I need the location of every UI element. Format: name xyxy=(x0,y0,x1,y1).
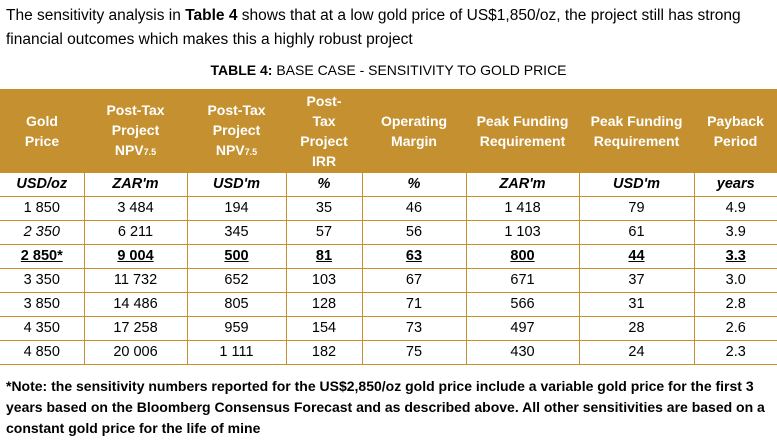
table-label: TABLE 4: xyxy=(210,62,273,78)
table-cell: 2 850* xyxy=(0,244,85,269)
table-cell: 497 xyxy=(465,316,580,341)
table-cell: 3 484 xyxy=(83,196,188,221)
units-row: USD/oz ZAR'm USD'm%% ZAR'm USD'm years xyxy=(0,172,777,197)
table-cell: 182 xyxy=(285,340,363,365)
column-header: Payback Period xyxy=(694,89,777,173)
table-cell: 959 xyxy=(186,316,287,341)
intro-paragraph: The sensitivity analysis in Table 4 show… xyxy=(6,4,776,52)
table-title: TABLE 4: BASE CASE - SENSITIVITY TO GOLD… xyxy=(0,60,777,80)
table-cell: 671 xyxy=(465,268,580,293)
table-cell: 61 xyxy=(578,220,695,245)
table-cell: 3 350 xyxy=(0,268,85,293)
column-header: Post-Tax Project NPV7.5 xyxy=(187,89,286,173)
table-cell: 17 258 xyxy=(83,316,188,341)
table-cell: 37 xyxy=(578,268,695,293)
table-row: 2 350 6 211 345 57 56 1 103 61 3.9 xyxy=(0,220,777,245)
table-cell: 652 xyxy=(186,268,287,293)
table-cell: 71 xyxy=(361,292,467,317)
column-header: Operating Margin xyxy=(362,89,466,173)
base-case-row: 2 850* 9 004 500 81 63 800 44 3.3 xyxy=(0,244,777,269)
table-row: 3 850 14 486 805 128 71 566 31 2.8 xyxy=(0,292,777,317)
table-row: 1 850 3 484 194 35 46 1 418 79 4.9 xyxy=(0,196,777,221)
table-cell: 800 xyxy=(465,244,580,269)
table-cell: 11 732 xyxy=(83,268,188,293)
column-header: Post- Tax Project IRR xyxy=(286,89,362,173)
table-caption: BASE CASE - SENSITIVITY TO GOLD PRICE xyxy=(272,62,567,78)
table-cell: 3 850 xyxy=(0,292,85,317)
table-cell: 63 xyxy=(361,244,467,269)
table-cell: 1 850 xyxy=(0,196,85,221)
table-cell: 2.6 xyxy=(693,316,777,341)
table-row: 4 850 20 006 1 111 182 75 430 24 2.3 xyxy=(0,340,777,365)
header-row: Gold Price Post-Tax Project NPV7.5 Post-Tax Pr… xyxy=(0,89,777,173)
footnote: *Note: the sensitivity numbers reported … xyxy=(6,378,765,436)
table-cell: USD'm xyxy=(186,172,287,197)
table-cell: 3.3 xyxy=(693,244,777,269)
table-cell: 57 xyxy=(285,220,363,245)
column-header: Gold Price xyxy=(0,89,84,173)
table-cell: 128 xyxy=(285,292,363,317)
table-cell: 3.9 xyxy=(693,220,777,245)
table-cell: 75 xyxy=(361,340,467,365)
table-cell: 154 xyxy=(285,316,363,341)
table-cell: 20 006 xyxy=(83,340,188,365)
column-header: Peak Funding Requirement xyxy=(579,89,694,173)
table-row: 3 350 11 732 652 103 67 671 37 3.0 xyxy=(0,268,777,293)
table-cell: 1 418 xyxy=(465,196,580,221)
intro-text-end: shows that at a low gold price of US$1,8… xyxy=(6,7,741,48)
table-cell: 500 xyxy=(186,244,287,269)
table-cell: years xyxy=(693,172,777,197)
table-cell: 805 xyxy=(186,292,287,317)
table-cell: 2.8 xyxy=(693,292,777,317)
table-cell: 28 xyxy=(578,316,695,341)
table-cell: 24 xyxy=(578,340,695,365)
table-cell: 31 xyxy=(578,292,695,317)
sensitivity-table: Gold Price Post-Tax Project NPV7.5 Post-Tax Pr… xyxy=(0,89,777,365)
table-cell: 2 350 xyxy=(0,220,85,245)
intro-text: The sensitivity analysis in xyxy=(6,7,186,24)
table-cell: 46 xyxy=(361,196,467,221)
table-cell: USD'm xyxy=(578,172,695,197)
column-header: Post-Tax Project NPV7.5 xyxy=(84,89,187,173)
table-cell: 1 103 xyxy=(465,220,580,245)
table-cell: 81 xyxy=(285,244,363,269)
table-cell: 2.3 xyxy=(693,340,777,365)
table-cell: % xyxy=(285,172,363,197)
table-cell: 3.0 xyxy=(693,268,777,293)
table-cell: ZAR'm xyxy=(465,172,580,197)
table-cell: 56 xyxy=(361,220,467,245)
table-cell: USD/oz xyxy=(0,172,85,197)
table-cell: 566 xyxy=(465,292,580,317)
column-header: Peak Funding Requirement xyxy=(466,89,579,173)
table-cell: 44 xyxy=(578,244,695,269)
table-cell: 35 xyxy=(285,196,363,221)
table-cell: 73 xyxy=(361,316,467,341)
table-cell: 4 850 xyxy=(0,340,85,365)
table-cell: 6 211 xyxy=(83,220,188,245)
table-cell: 14 486 xyxy=(83,292,188,317)
table-cell: 79 xyxy=(578,196,695,221)
table-cell: 1 111 xyxy=(186,340,287,365)
table-cell: 345 xyxy=(186,220,287,245)
table-cell: 194 xyxy=(186,196,287,221)
table-cell: 430 xyxy=(465,340,580,365)
table-cell: ZAR'm xyxy=(83,172,188,197)
table-row: 4 350 17 258 959 154 73 497 28 2.6 xyxy=(0,316,777,341)
table-reference: Table 4 xyxy=(185,7,238,24)
table-cell: % xyxy=(361,172,467,197)
table-cell: 103 xyxy=(285,268,363,293)
table-cell: 4.9 xyxy=(693,196,777,221)
table-cell: 9 004 xyxy=(83,244,188,269)
table-cell: 4 350 xyxy=(0,316,85,341)
table-cell: 67 xyxy=(361,268,467,293)
